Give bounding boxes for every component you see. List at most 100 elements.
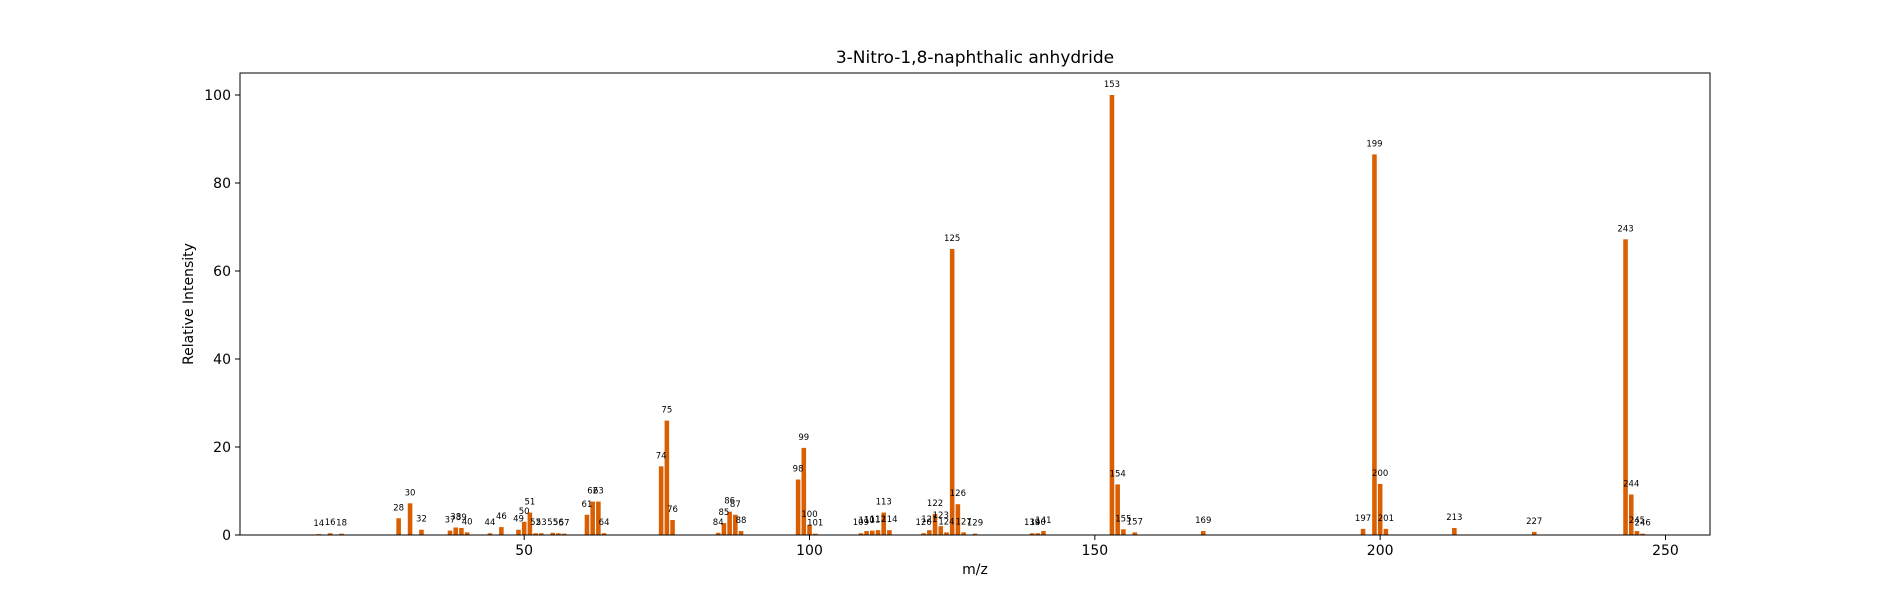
peak-bar-153 (1109, 95, 1115, 535)
peak-bar-139 (1029, 533, 1035, 535)
peak-bar-121 (927, 530, 932, 535)
peak-label-99: 99 (798, 433, 809, 443)
peak-label-199: 199 (1366, 139, 1382, 149)
y-tick-label: 100 (204, 88, 231, 104)
peak-bar-154 (1115, 484, 1120, 535)
peak-bar-122 (932, 513, 938, 535)
peak-label-213: 213 (1446, 513, 1462, 523)
peak-label-85: 85 (718, 508, 729, 518)
peak-bar-49 (516, 529, 521, 535)
peak-bar-243 (1623, 239, 1628, 535)
peak-label-140: 140 (1030, 518, 1046, 528)
peak-bar-30 (407, 503, 413, 535)
peak-bar-61 (584, 514, 590, 535)
peak-bar-57 (561, 533, 567, 535)
peak-label-74: 74 (656, 451, 667, 461)
x-axis: 50 100 150 200 250 (515, 535, 1679, 559)
peak-bar-84 (715, 532, 721, 535)
peak-label-53: 53 (536, 518, 547, 528)
peak-bar-120 (921, 533, 926, 535)
peak-label-246: 246 (1635, 519, 1651, 529)
peak-bar-200 (1377, 483, 1383, 535)
peak-label-243: 243 (1617, 224, 1633, 234)
x-tick-label: 200 (1367, 543, 1394, 559)
peak-label-139: 139 (1024, 518, 1040, 528)
peak-label-121: 121 (921, 515, 937, 525)
peak-bar-37 (447, 530, 453, 535)
peak-label-110: 110 (858, 516, 874, 526)
peak-label-57: 57 (559, 519, 570, 529)
plot-area-frame (239, 72, 1711, 536)
peak-bar-114 (887, 530, 892, 535)
peak-label-14: 14 (313, 519, 324, 529)
peak-bar-126 (955, 504, 961, 535)
peak-bar-88 (738, 531, 744, 535)
peak-label-157: 157 (1127, 517, 1143, 527)
peak-bar-39 (459, 527, 464, 535)
peak-label-125: 125 (944, 234, 960, 244)
peak-label-56: 56 (553, 518, 564, 528)
peak-bar-16 (327, 533, 333, 535)
peak-label-169: 169 (1195, 516, 1211, 526)
peak-bar-109 (858, 533, 864, 535)
y-tick-label: 60 (213, 264, 231, 280)
peak-label-113: 113 (876, 498, 892, 508)
peak-bar-52 (533, 533, 538, 535)
peak-label-62: 62 (587, 487, 598, 497)
peak-label-98: 98 (793, 465, 804, 475)
peak-label-122: 122 (927, 499, 943, 509)
peak-bar-199 (1372, 154, 1377, 535)
peak-bar-201 (1383, 528, 1389, 535)
peak-bar-245 (1634, 531, 1640, 535)
x-tick-label: 150 (1081, 543, 1108, 559)
chart-title: 3-Nitro-1,8-naphthalic anhydride (836, 48, 1114, 68)
peak-label-55: 55 (547, 518, 558, 528)
peak-bar-124 (944, 532, 949, 535)
peak-label-49: 49 (513, 515, 524, 525)
peak-bar-50 (521, 521, 527, 535)
peak-bar-76 (670, 520, 675, 535)
peak-bar-244 (1628, 494, 1634, 535)
peak-label-28: 28 (393, 503, 404, 513)
peak-bar-62 (590, 501, 595, 535)
peak-label-120: 120 (916, 518, 932, 528)
peak-label-86: 86 (724, 497, 735, 507)
peak-bar-101 (812, 533, 818, 535)
peak-label-155: 155 (1115, 514, 1131, 524)
peak-label-109: 109 (853, 518, 869, 528)
peak-label-154: 154 (1110, 469, 1126, 479)
peak-bar-227 (1531, 531, 1537, 535)
peak-bar-86 (727, 511, 732, 535)
bars-group (316, 95, 1645, 535)
y-tick-label: 0 (222, 528, 231, 544)
peak-label-61: 61 (582, 500, 593, 510)
x-tick-label: 50 (515, 543, 533, 559)
y-axis: 0 20 40 60 80 100 (204, 88, 240, 544)
peak-label-245: 245 (1629, 516, 1645, 526)
peak-label-197: 197 (1355, 514, 1371, 524)
peak-label-38: 38 (450, 513, 461, 523)
peak-bar-141 (1041, 531, 1046, 535)
peak-bar-110 (864, 531, 869, 535)
peak-label-114: 114 (881, 515, 897, 525)
peak-label-88: 88 (736, 516, 747, 526)
peak-bar-40 (464, 532, 470, 535)
peak-label-201: 201 (1378, 514, 1394, 524)
peak-label-112: 112 (870, 515, 886, 525)
peak-bar-38 (453, 527, 458, 535)
peak-label-51: 51 (524, 498, 535, 508)
peak-bar-64 (601, 533, 607, 535)
peak-label-127: 127 (955, 517, 971, 527)
peak-bar-55 (550, 532, 555, 535)
peak-bar-75 (664, 420, 670, 535)
peak-label-124: 124 (938, 517, 954, 527)
peak-bar-125 (949, 249, 955, 535)
peak-bar-53 (539, 533, 544, 535)
peak-label-111: 111 (864, 516, 880, 526)
peak-bar-56 (556, 533, 561, 535)
peak-label-227: 227 (1526, 517, 1542, 527)
peak-bar-18 (339, 533, 344, 535)
peak-bar-129 (972, 533, 978, 535)
peak-bar-28 (396, 518, 401, 535)
